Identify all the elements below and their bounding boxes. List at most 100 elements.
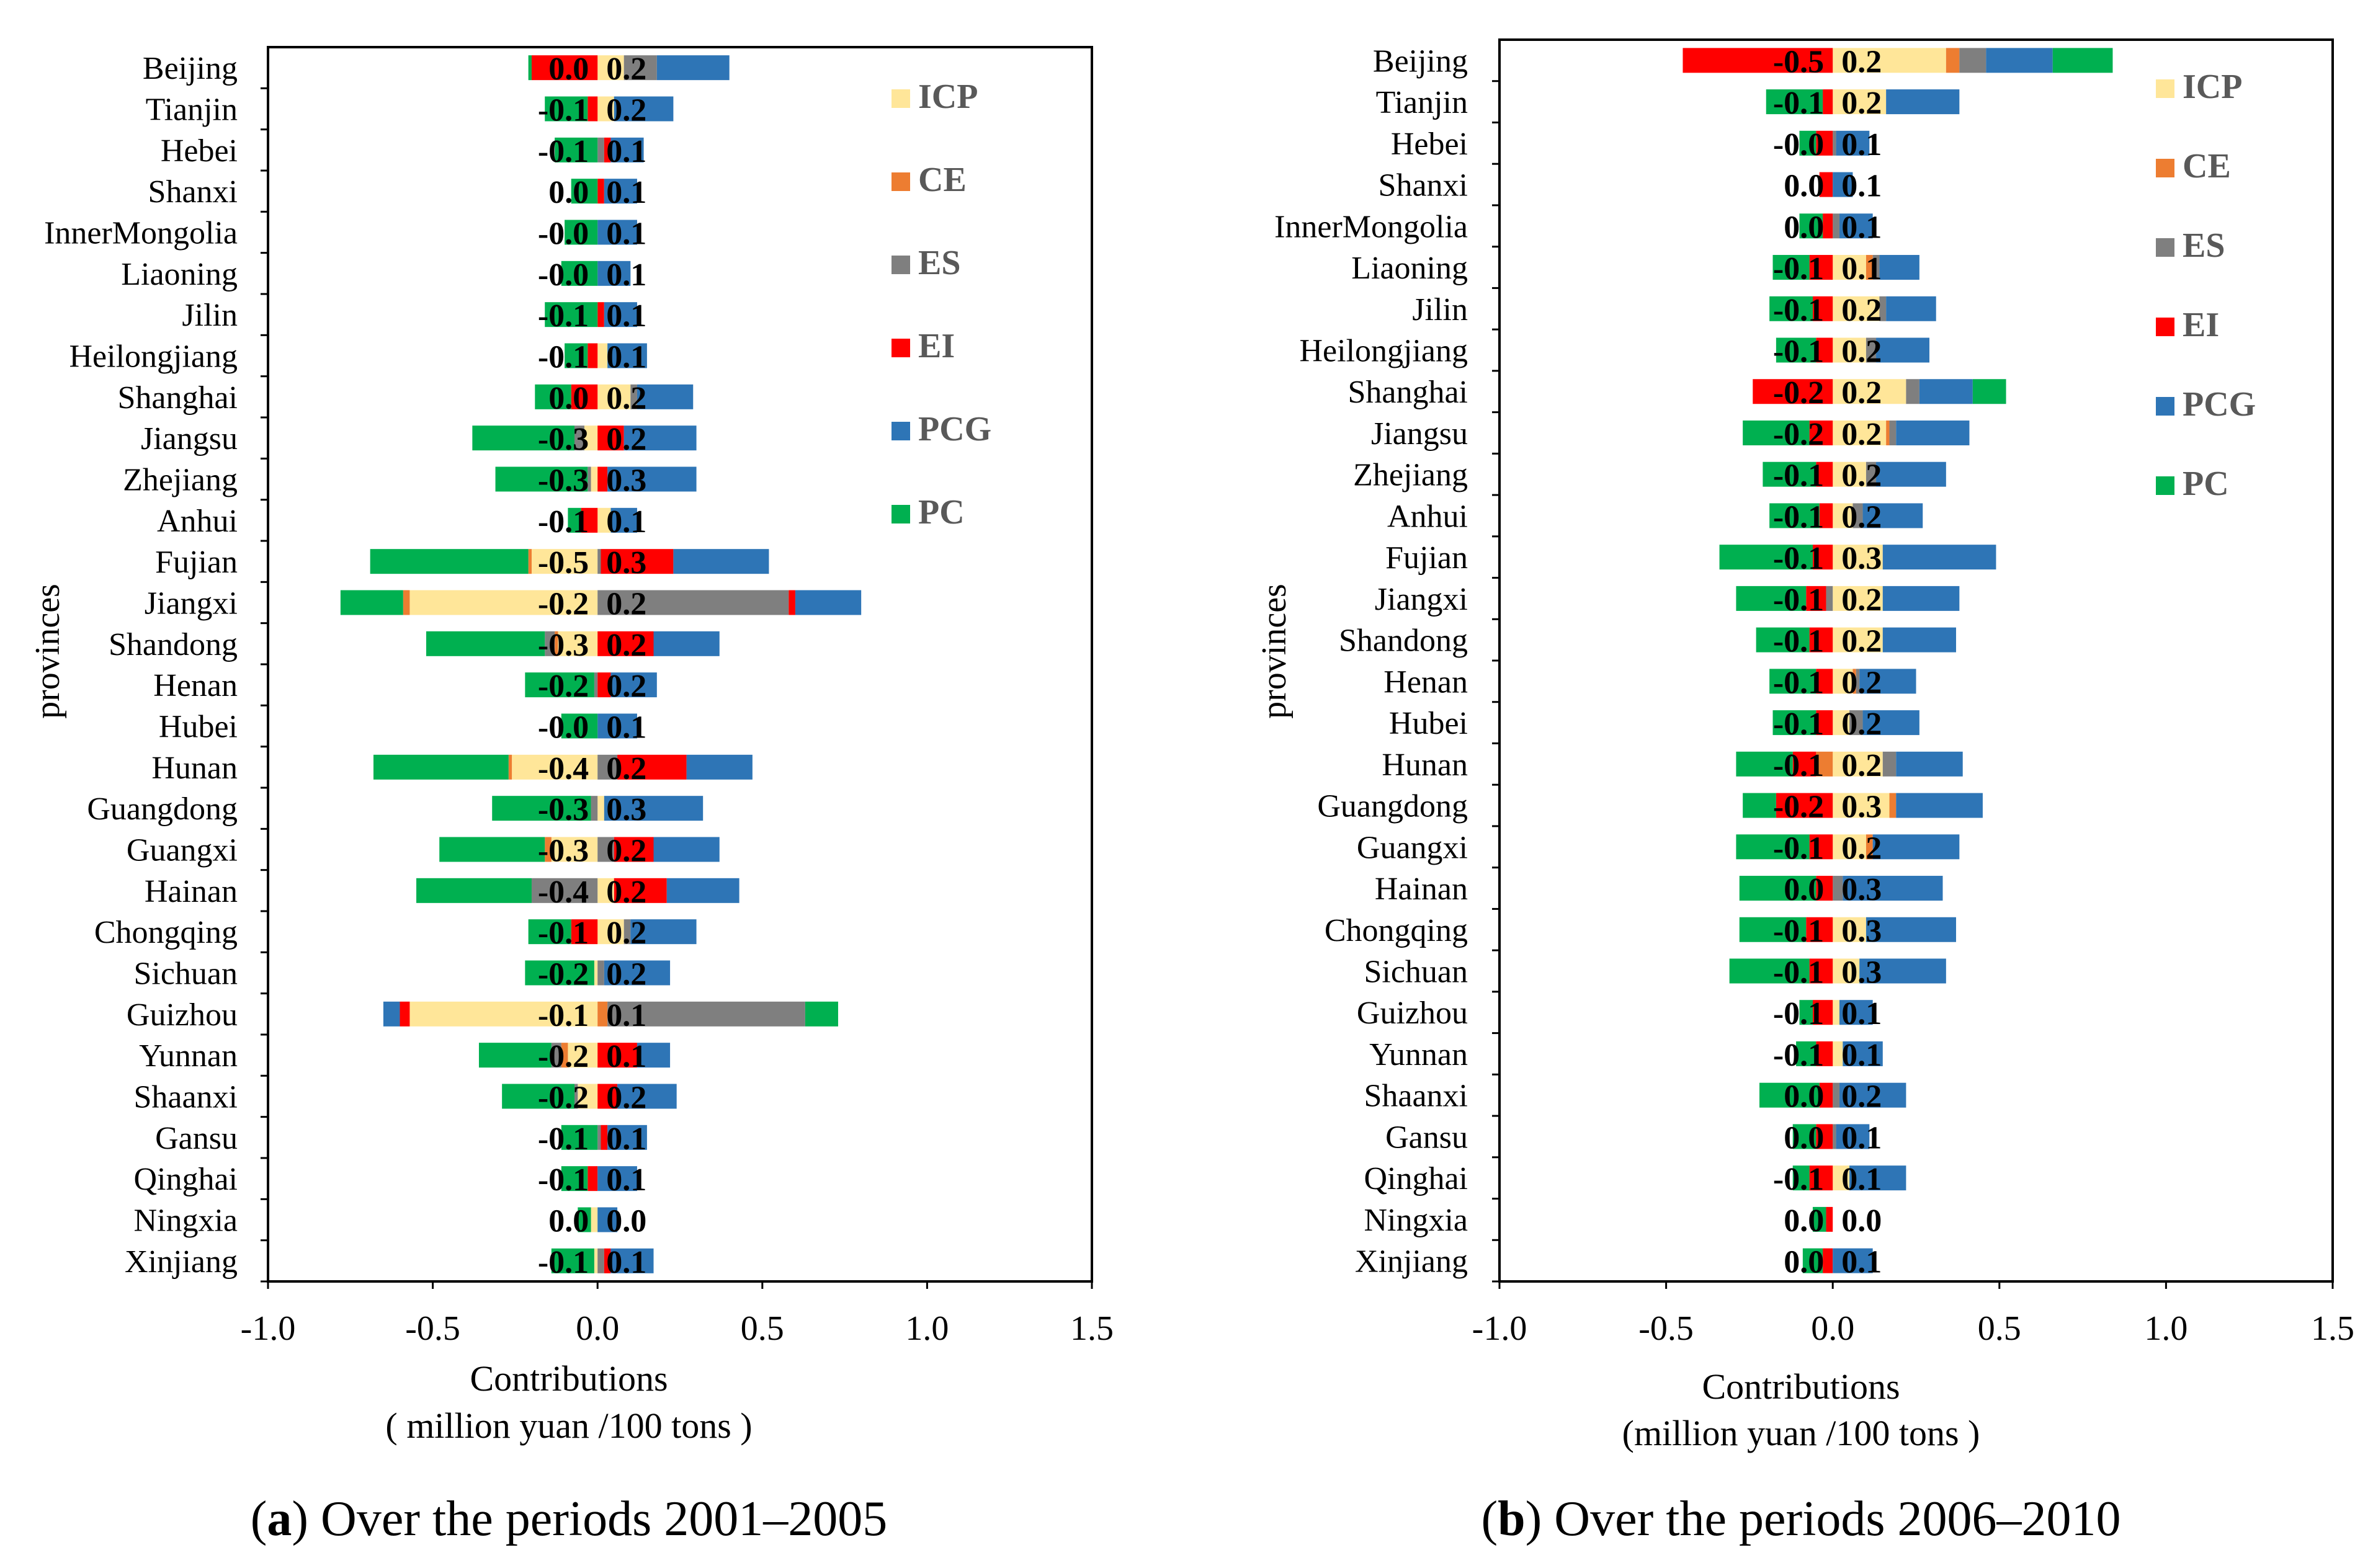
bar-segment-icp — [1833, 255, 1866, 280]
bar-segment-es — [1879, 296, 1887, 321]
bar-segment-pcg — [597, 1207, 618, 1232]
bar-segment-pc — [545, 96, 588, 122]
bar-label-positive: 0.1 — [1841, 996, 1882, 1031]
bar-segment-pcg — [637, 384, 694, 409]
bar-label-positive: 0.2 — [606, 1080, 646, 1116]
bar-segment-icp — [1833, 917, 1866, 942]
caption-a-text: ) Over the periods 2001–2005 — [292, 1492, 887, 1546]
bar-segment-icp — [1833, 834, 1866, 860]
bar-segment-es — [531, 878, 598, 903]
bar-segment-pcg — [610, 672, 657, 698]
bar-segment-pc — [439, 837, 545, 862]
bar-segment-icp — [1833, 545, 1883, 570]
bar-segment-es — [597, 837, 614, 862]
y-tick-label: InnerMongolia — [1274, 209, 1468, 244]
bar-segment-pcg — [1882, 545, 1996, 570]
bar-segment-pcg — [1862, 710, 1919, 736]
bar-label-positive: 0.2 — [1841, 624, 1882, 659]
y-tick-label: Gansu — [155, 1121, 238, 1156]
bar-segment-es — [1906, 379, 1919, 404]
bar-segment-pc — [1802, 1248, 1823, 1273]
y-tick-label: Heilongjiang — [1299, 334, 1468, 369]
bar-segment-es — [545, 631, 555, 656]
bar-segment-ei — [597, 466, 608, 492]
bar-segment-ce — [1886, 420, 1890, 445]
bar-segment-ei — [597, 302, 604, 327]
bar-label-positive: 0.2 — [1841, 375, 1882, 411]
bar-label-negative: -0.1 — [1773, 86, 1824, 121]
legend-label-pcg: PCG — [2183, 385, 2256, 424]
bar-segment-pc — [502, 1084, 575, 1109]
bar-segment-pcg — [607, 466, 697, 492]
bar-label-negative: -0.2 — [538, 1080, 589, 1116]
y-tick-label: Fujian — [155, 545, 238, 580]
panel-b-xlabel: Contributions — [1702, 1366, 1900, 1407]
bar-label-negative: 0.0 — [1784, 1203, 1824, 1239]
bar-label-negative: -0.4 — [538, 875, 589, 910]
y-tick-label: Zhejiang — [123, 463, 238, 498]
bar-label-negative: -0.1 — [538, 93, 589, 128]
bar-segment-pcg — [1836, 1124, 1870, 1149]
bar-segment-icp — [597, 878, 614, 903]
legend-label-icp: ICP — [918, 78, 978, 116]
y-tick-label: Guangxi — [127, 833, 238, 868]
bar-segment-ei — [1823, 213, 1833, 239]
bar-segment-pc — [555, 137, 598, 163]
bar-label-positive: 0.2 — [1841, 458, 1882, 494]
bar-label-positive: 0.2 — [606, 93, 646, 128]
bar-label-positive: 0.2 — [606, 381, 646, 416]
bar-segment-icp — [1833, 958, 1860, 984]
bar-segment-ce — [555, 631, 558, 656]
legend-swatch-es — [892, 256, 910, 274]
bar-segment-ce — [1946, 48, 1960, 73]
bar-label-negative: -0.3 — [538, 628, 589, 663]
bar-segment-pc — [561, 1166, 588, 1192]
bar-segment-ei — [531, 55, 598, 81]
bar-segment-ei — [588, 1166, 598, 1192]
bar-label-negative: 0.0 — [1784, 1079, 1824, 1115]
bar-segment-pc — [1769, 669, 1817, 694]
bar-label-negative: -0.1 — [1773, 831, 1824, 866]
bar-segment-ei — [614, 878, 667, 903]
bar-label-negative: -0.1 — [538, 1162, 589, 1198]
bar-segment-icp — [594, 1248, 598, 1273]
y-tick-label: Ningxia — [1364, 1203, 1468, 1238]
y-tick-label: Beijing — [1373, 43, 1468, 79]
legend-swatch-pcg — [892, 422, 910, 440]
bar-segment-pc — [373, 754, 509, 780]
bar-segment-pc — [1763, 461, 1817, 487]
y-tick-label: Chongqing — [1325, 913, 1468, 948]
y-tick-label: Xinjiang — [1355, 1244, 1468, 1280]
bar-label-positive: 0.2 — [1841, 334, 1882, 370]
y-tick-label: Jilin — [1412, 292, 1468, 327]
bar-segment-es — [1826, 586, 1833, 611]
bar-segment-pcg — [1859, 958, 1946, 984]
panel-a-chart: provinces Contributions ( million yuan /… — [29, 46, 1114, 1446]
bar-segment-pc — [561, 713, 598, 739]
legend-label-es: ES — [918, 244, 961, 282]
bar-segment-pcg — [597, 1166, 637, 1192]
bar-segment-pcg — [1886, 296, 1936, 321]
bar-segment-es — [1833, 876, 1843, 901]
bar-label-positive: 0.1 — [606, 175, 646, 210]
bar-label-positive: 0.2 — [1841, 831, 1882, 866]
bar-label-negative: 0.0 — [1784, 169, 1824, 204]
bar-segment-pcg — [1839, 1000, 1873, 1025]
caption-a: (a) Over the periods 2001–2005 — [251, 1492, 887, 1546]
bar-label-positive: 0.0 — [606, 1204, 646, 1239]
bar-label-positive: 0.1 — [606, 504, 646, 540]
y-tick-label: InnerMongolia — [44, 216, 238, 251]
bar-label-negative: -0.0 — [538, 257, 589, 293]
bar-segment-icp — [1833, 1041, 1843, 1066]
bar-label-negative: -0.0 — [538, 216, 589, 252]
bar-segment-pcg — [597, 713, 637, 739]
bar-label-negative: 0.0 — [548, 1204, 589, 1239]
bar-segment-es — [591, 796, 598, 821]
bar-label-positive: 0.1 — [606, 1121, 646, 1157]
bar-label-positive: 0.2 — [606, 751, 646, 786]
legend-label-ei: EI — [918, 327, 955, 365]
bar-label-positive: 0.1 — [1841, 251, 1882, 287]
bar-segment-pc — [561, 261, 598, 286]
panel-a-ylabel: provinces — [29, 584, 67, 719]
